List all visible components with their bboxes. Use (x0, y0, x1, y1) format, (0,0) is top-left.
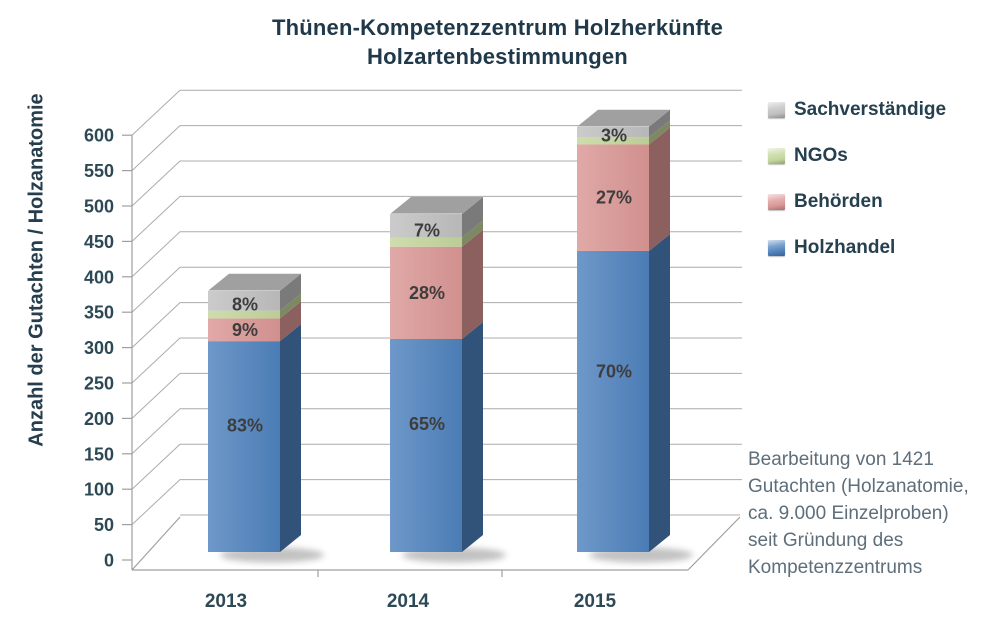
legend-swatch-icon (768, 240, 785, 256)
legend-swatch-icon (768, 102, 785, 118)
bar-2015: 70% 27% 3% (577, 109, 693, 563)
segment-front-Behörden (390, 246, 462, 339)
legend-swatch-icon (768, 194, 785, 210)
segment-side-Sachverständige (280, 273, 301, 311)
segment-side-Holzhandel (649, 233, 670, 552)
legend-label: Holzhandel (794, 237, 896, 258)
x-category-label: 2014 (387, 591, 430, 612)
segment-side-Sachverständige (462, 197, 483, 238)
chart-title: Thünen-Kompetenzzentrum Holzherkünfte Ho… (0, 13, 995, 71)
chart-title-line2: Holzartenbestimmungen (367, 44, 628, 69)
y-tick-label: 100 (84, 480, 114, 500)
y-tick-label: 550 (84, 161, 114, 181)
legend-item: NGOs (768, 145, 946, 167)
annotation-line: Bearbeitung von 1421 (748, 449, 934, 470)
axis-frame (131, 135, 741, 571)
legend-label: NGOs (794, 145, 848, 166)
segment-front-Holzhandel (208, 341, 280, 552)
legend-item: Behörden (768, 191, 946, 213)
annotation: Bearbeitung von 1421 Gutachten (Holzanato… (748, 446, 992, 581)
legend-item: Holzhandel (768, 237, 946, 259)
segment-top-Sachverständige (577, 109, 670, 127)
bar-2014: 65% 28% 7% (390, 197, 506, 563)
tick-marks (122, 134, 503, 577)
legend-label: Sachverständige (794, 99, 947, 120)
y-tick-label: 600 (84, 126, 114, 146)
annotation-line: ca. 9.000 Einzelproben) (748, 503, 949, 524)
segment-side-Sachverständige (649, 109, 670, 138)
segment-top-Sachverständige (208, 273, 301, 291)
segment-side-Behörden (649, 127, 670, 251)
legend-item: Sachverständige (768, 99, 946, 121)
segment-pct-label: 9% (232, 320, 258, 340)
legend: Sachverständige NGOs Behörden Holzhandel (768, 99, 946, 259)
y-tick-label: 400 (84, 267, 114, 287)
annotation-line: seit Gründung des (748, 530, 904, 551)
chart-title-line1: Thünen-Kompetenzzentrum Holzherkünfte (271, 15, 724, 40)
segment-side-NGOs (649, 120, 670, 145)
segment-pct-label: 27% (596, 188, 632, 208)
segment-pct-label: 28% (409, 283, 445, 303)
segment-front-Sachverständige (577, 126, 649, 138)
legend-swatch-icon (768, 148, 785, 164)
segment-top-Sachverständige (390, 197, 483, 215)
y-tick-labels: 0 50 100 150 200 250 300 350 400 450 500 550 600 (84, 126, 114, 571)
segment-front-NGOs (390, 237, 462, 247)
segment-front-Sachverständige (208, 290, 280, 311)
x-category-label: 2015 (574, 591, 617, 612)
y-tick-label: 150 (84, 444, 114, 464)
x-category-labels: 2013 2014 2015 (205, 591, 617, 612)
annotation-line: Kompetenzzentrums (748, 557, 923, 578)
segment-pct-label: 7% (414, 220, 440, 240)
y-tick-label: 450 (84, 232, 114, 252)
y-axis-title: Anzahl der Gutachten / Holzanatomie (25, 93, 48, 447)
segment-side-NGOs (280, 293, 301, 319)
legend-label: Behörden (794, 191, 883, 212)
segment-front-Holzhandel (577, 250, 649, 552)
annotation-line: Gutachten (Holzanatomie, (748, 476, 969, 497)
segment-pct-label: 65% (409, 414, 445, 434)
bar-2013: 83% 9% 8% (208, 273, 324, 563)
segment-side-NGOs (462, 220, 483, 247)
y-tick-label: 200 (84, 409, 114, 429)
segment-side-Holzhandel (462, 322, 483, 552)
y-tick-label: 500 (84, 197, 114, 217)
segment-pct-label: 8% (232, 295, 258, 315)
y-tick-label: 350 (84, 303, 114, 323)
segment-side-Behörden (462, 229, 483, 339)
segment-front-Behörden (208, 318, 280, 342)
y-tick-label: 250 (84, 374, 114, 394)
y-tick-label: 50 (94, 515, 114, 535)
segment-pct-label: 70% (596, 361, 632, 381)
segment-pct-label: 83% (227, 415, 263, 435)
segment-front-NGOs (577, 137, 649, 145)
y-tick-label: 0 (104, 551, 114, 571)
segment-side-Holzhandel (280, 324, 301, 552)
segment-front-NGOs (208, 310, 280, 319)
segment-front-Behörden (577, 144, 649, 251)
segment-side-Behörden (280, 301, 301, 342)
x-category-label: 2013 (205, 591, 247, 612)
segment-pct-label: 3% (601, 126, 627, 146)
segment-front-Sachverständige (390, 214, 462, 238)
y-tick-label: 300 (84, 338, 114, 358)
segment-front-Holzhandel (390, 339, 462, 552)
